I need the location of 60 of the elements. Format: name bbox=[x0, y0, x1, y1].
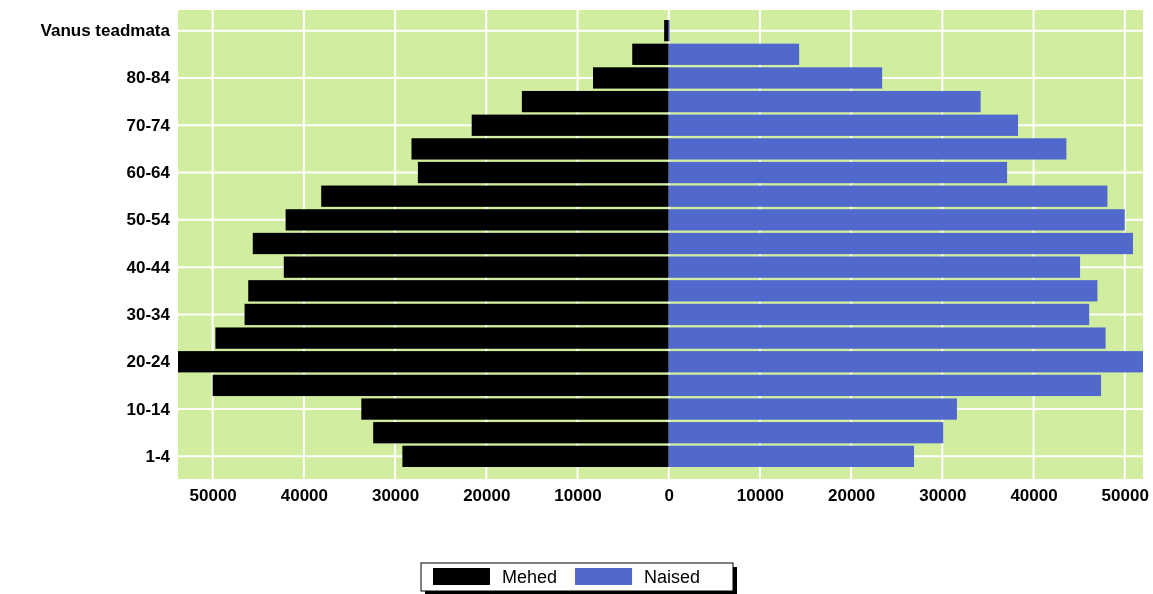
bar bbox=[471, 114, 669, 136]
bar bbox=[212, 374, 669, 397]
bar bbox=[321, 185, 669, 207]
x-tick-label: 30000 bbox=[919, 486, 967, 506]
bar bbox=[593, 67, 669, 89]
bar bbox=[252, 232, 669, 255]
bar bbox=[668, 374, 1102, 397]
legend-label: Naised bbox=[644, 567, 701, 587]
y-tick-label: Vanus teadmata bbox=[40, 21, 171, 41]
y-tick-label: 40-44 bbox=[126, 257, 171, 277]
bar bbox=[668, 232, 1133, 255]
bar bbox=[668, 185, 1108, 207]
x-tick-label: 50000 bbox=[189, 486, 237, 506]
bar bbox=[402, 445, 669, 467]
bar bbox=[668, 445, 915, 467]
bar bbox=[361, 398, 669, 420]
bar bbox=[668, 114, 1019, 136]
bar bbox=[373, 422, 669, 444]
x-tick-label: 20000 bbox=[827, 486, 876, 506]
bar bbox=[521, 90, 669, 113]
y-tick-label: 20-24 bbox=[126, 352, 171, 372]
bar bbox=[664, 20, 669, 42]
bar bbox=[244, 303, 669, 326]
y-tick-label: 30-34 bbox=[126, 304, 171, 324]
x-tick-label: 50000 bbox=[1101, 486, 1149, 506]
y-tick-label: 10-14 bbox=[126, 399, 171, 419]
y-tick-label: 60-64 bbox=[126, 162, 171, 182]
bar bbox=[285, 209, 669, 231]
bar bbox=[668, 43, 800, 65]
bar bbox=[668, 90, 981, 113]
bar bbox=[411, 138, 669, 160]
x-tick-label: 30000 bbox=[371, 486, 420, 506]
bar bbox=[178, 351, 669, 373]
y-tick-label: 70-74 bbox=[126, 115, 171, 135]
x-tick-label: 0 bbox=[664, 486, 674, 506]
x-tick-label: 40000 bbox=[1010, 486, 1058, 506]
bar bbox=[668, 398, 957, 420]
bar bbox=[417, 161, 669, 184]
x-tick-label: 10000 bbox=[736, 486, 785, 506]
y-tick-label: 50-54 bbox=[126, 210, 171, 230]
legend-label: Mehed bbox=[502, 567, 558, 587]
bar bbox=[215, 327, 669, 349]
bar bbox=[668, 303, 1090, 326]
bar bbox=[668, 422, 944, 444]
bar bbox=[668, 351, 1143, 373]
x-tick-label: 20000 bbox=[463, 486, 511, 506]
bar bbox=[668, 256, 1081, 278]
x-tick-label: 40000 bbox=[280, 486, 329, 506]
y-tick-label: 80-84 bbox=[126, 68, 171, 88]
bar bbox=[668, 209, 1125, 231]
bar bbox=[668, 138, 1067, 160]
bar bbox=[668, 67, 883, 89]
bar bbox=[668, 327, 1106, 349]
bar bbox=[248, 280, 669, 302]
bar bbox=[668, 161, 1008, 184]
y-tick-label: 1-4 bbox=[145, 446, 171, 466]
x-tick-label: 10000 bbox=[554, 486, 602, 506]
bar bbox=[283, 256, 669, 278]
bar bbox=[668, 280, 1098, 302]
bar bbox=[632, 43, 669, 65]
